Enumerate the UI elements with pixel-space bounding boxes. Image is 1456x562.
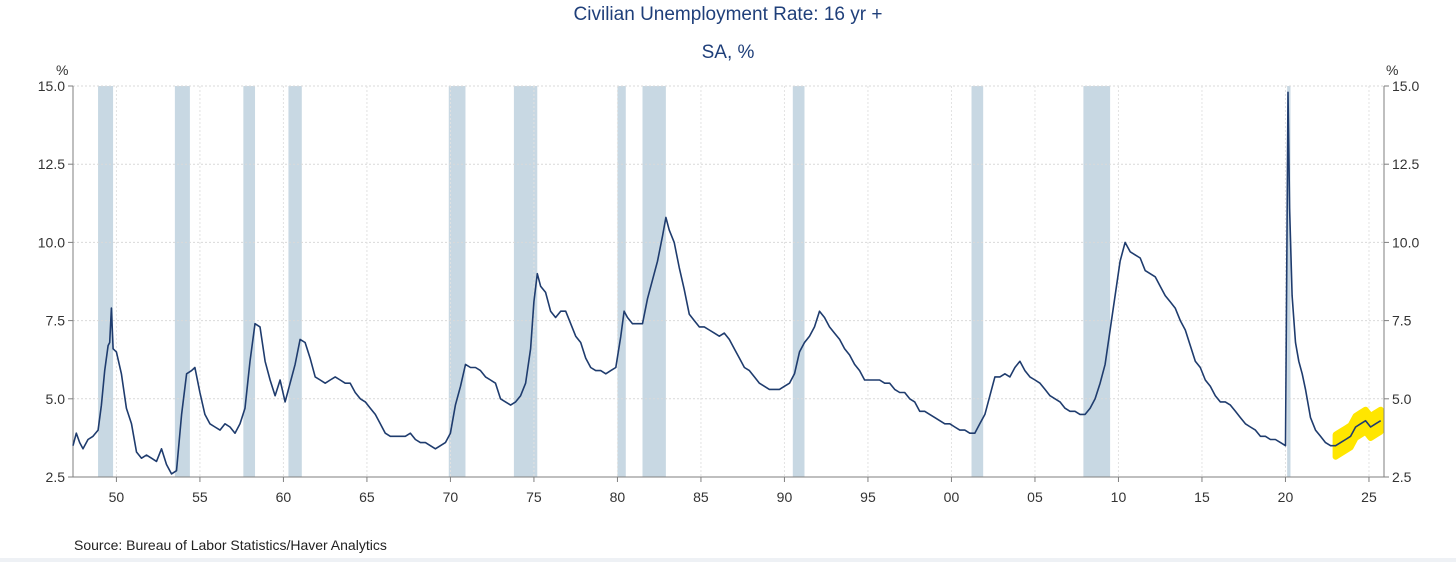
gridlines	[73, 85, 1384, 478]
y-tick-right-label-1: 12.5	[1392, 156, 1419, 172]
x-tick-label-4: 70	[443, 489, 459, 505]
x-tick-label-1: 55	[192, 489, 208, 505]
bottom-strip	[0, 558, 1456, 562]
recession-band-2	[243, 86, 256, 477]
x-tick-label-7: 85	[693, 489, 709, 505]
x-tick-label-10: 00	[944, 489, 960, 505]
y-tick-right-label-0: 15.0	[1392, 78, 1419, 94]
y-tick-right-label-4: 5.0	[1392, 391, 1412, 407]
y-tick-right-label-5: 2.5	[1392, 469, 1412, 485]
x-tick-label-11: 05	[1027, 489, 1043, 505]
recession-band-1	[174, 86, 190, 477]
unemployment-rate-line	[72, 91, 1382, 475]
axes	[72, 86, 1385, 478]
x-tick-label-12: 10	[1111, 489, 1127, 505]
recession-band-5	[513, 86, 538, 477]
x-tick-label-9: 95	[860, 489, 876, 505]
x-axis-ticks: 50 55 60 65 70 75 80 85 90 95 00 05 10 15 20 25	[109, 477, 1377, 505]
x-tick-label-0: 50	[109, 489, 125, 505]
x-tick-label-13: 15	[1194, 489, 1210, 505]
y-tick-left-label-1: 12.5	[38, 156, 65, 172]
highlight-band	[1332, 406, 1384, 460]
recession-band-0	[98, 86, 114, 477]
recession-band-7	[642, 86, 666, 477]
recession-band-8	[792, 86, 805, 477]
chart-source: Source: Bureau of Labor Statistics/Haver…	[74, 537, 387, 553]
recession-shading	[98, 86, 1291, 477]
y-tick-left-label-2: 10.0	[38, 234, 65, 250]
recession-band-6	[617, 86, 626, 477]
y-tick-left-label-4: 5.0	[46, 391, 66, 407]
recession-band-10	[1083, 86, 1111, 477]
x-tick-label-6: 80	[610, 489, 626, 505]
chart-title: Civilian Unemployment Rate: 16 yr +	[573, 4, 883, 25]
right-axis-unit: %	[1386, 62, 1399, 78]
x-tick-label-14: 20	[1278, 489, 1294, 505]
x-tick-label-5: 75	[526, 489, 542, 505]
y-tick-right-label-2: 10.0	[1392, 234, 1419, 250]
y-tick-left-label-5: 2.5	[46, 469, 66, 485]
series-layer	[72, 91, 1382, 475]
left-axis-unit: %	[56, 62, 69, 78]
y-tick-left-label-3: 7.5	[46, 313, 66, 329]
y-axis-right-ticks: 15.0 12.5 10.0 7.5 5.0 2.5	[1384, 78, 1419, 485]
highlight-marker	[1332, 406, 1384, 460]
chart-subtitle: SA, %	[701, 42, 755, 63]
x-tick-label-2: 60	[276, 489, 292, 505]
recession-band-11	[1287, 86, 1291, 477]
recession-band-4	[448, 86, 466, 477]
x-tick-label-3: 65	[359, 489, 375, 505]
y-axis-left-ticks: 15.0 12.5 10.0 7.5 5.0 2.5	[38, 78, 73, 485]
recession-band-9	[971, 86, 984, 477]
y-tick-left-label-0: 15.0	[38, 78, 65, 94]
x-tick-label-15: 25	[1361, 489, 1377, 505]
x-tick-label-8: 90	[777, 489, 793, 505]
recession-band-3	[288, 86, 302, 477]
y-tick-right-label-3: 7.5	[1392, 313, 1412, 329]
